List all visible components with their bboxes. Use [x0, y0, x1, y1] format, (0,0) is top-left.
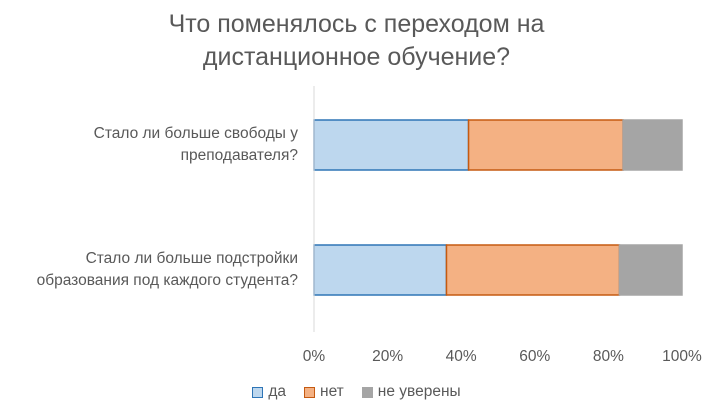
bar-2-series-2: [445, 244, 621, 296]
x-tick-label: 0%: [303, 348, 326, 365]
category-label-1-line-1: Стало ли больше свободы у: [93, 125, 298, 142]
legend-swatch: [361, 386, 373, 398]
chart-title-line-1: Что поменялось с переходом на: [168, 10, 545, 38]
legend-item-1: да: [252, 383, 286, 401]
x-tick-label: 20%: [372, 348, 403, 365]
legend-label: не уверены: [377, 383, 461, 400]
category-label-2: Стало ли больше подстройки образования п…: [8, 248, 298, 292]
bar-2-series-1: [313, 244, 448, 296]
category-label-1-line-2: преподавателя?: [180, 147, 298, 164]
bar-1-series-1: [313, 119, 470, 171]
legend-label: да: [268, 383, 287, 400]
x-tick-labels: 0% 20% 40% 60% 80% 100%: [303, 348, 702, 365]
legend-swatch: [252, 386, 264, 398]
category-label-2-line-1: Стало ли больше подстройки: [85, 250, 298, 267]
legend-swatch: [304, 386, 316, 398]
bars-group: [313, 119, 683, 296]
bar-1-series-2: [467, 119, 624, 171]
x-tick-label: 60%: [519, 348, 550, 365]
bar-2-series-3: [618, 244, 683, 296]
legend-label: нет: [320, 383, 344, 400]
legend: да нет не уверены: [0, 383, 713, 401]
x-tick-label: 40%: [446, 348, 477, 365]
x-tick-label: 100%: [662, 348, 702, 365]
category-label-2-line-2: образования под каждого студента?: [36, 272, 298, 289]
chart-title-line-2: дистанционное обучение?: [202, 43, 511, 71]
x-tick-label: 80%: [593, 348, 624, 365]
legend-item-3: не уверены: [361, 383, 461, 401]
category-label-1: Стало ли больше свободы у преподавателя?: [8, 123, 298, 167]
bar-1-series-3: [622, 119, 683, 171]
legend-item-2: нет: [304, 383, 344, 401]
chart-title: Что поменялось с переходом на дистанцион…: [0, 8, 713, 74]
